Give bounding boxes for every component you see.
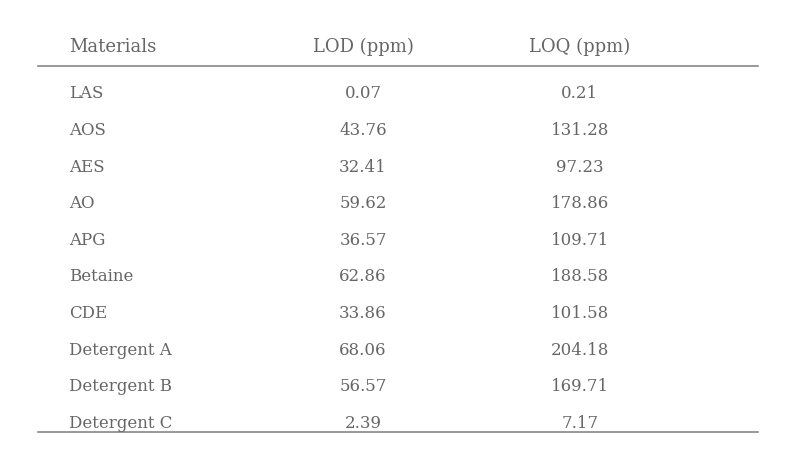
Text: 109.71: 109.71 — [551, 231, 609, 248]
Text: CDE: CDE — [69, 304, 107, 321]
Text: APG: APG — [69, 231, 106, 248]
Text: Detergent A: Detergent A — [69, 341, 172, 358]
Text: 97.23: 97.23 — [556, 158, 604, 175]
Text: 131.28: 131.28 — [551, 122, 609, 139]
Text: AES: AES — [69, 158, 105, 175]
Text: 0.21: 0.21 — [561, 85, 598, 102]
Text: 33.86: 33.86 — [339, 304, 387, 321]
Text: LOQ (ppm): LOQ (ppm) — [530, 38, 630, 56]
Text: Detergent B: Detergent B — [69, 377, 172, 394]
Text: Detergent C: Detergent C — [69, 414, 173, 431]
Text: LAS: LAS — [69, 85, 103, 102]
Text: 204.18: 204.18 — [551, 341, 609, 358]
Text: 2.39: 2.39 — [344, 414, 381, 431]
Text: 0.07: 0.07 — [344, 85, 381, 102]
Text: AOS: AOS — [69, 122, 106, 139]
Text: 178.86: 178.86 — [551, 195, 609, 212]
Text: 188.58: 188.58 — [551, 268, 609, 285]
Text: 68.06: 68.06 — [340, 341, 387, 358]
Text: Materials: Materials — [69, 38, 156, 56]
Text: 101.58: 101.58 — [551, 304, 609, 321]
Text: 43.76: 43.76 — [339, 122, 387, 139]
Text: 169.71: 169.71 — [551, 377, 609, 394]
Text: Betaine: Betaine — [69, 268, 133, 285]
Text: LOD (ppm): LOD (ppm) — [313, 38, 414, 56]
Text: 59.62: 59.62 — [340, 195, 387, 212]
Text: 7.17: 7.17 — [561, 414, 598, 431]
Text: 36.57: 36.57 — [340, 231, 387, 248]
Text: 32.41: 32.41 — [339, 158, 387, 175]
Text: AO: AO — [69, 195, 95, 212]
Text: 62.86: 62.86 — [340, 268, 387, 285]
Text: 56.57: 56.57 — [340, 377, 387, 394]
